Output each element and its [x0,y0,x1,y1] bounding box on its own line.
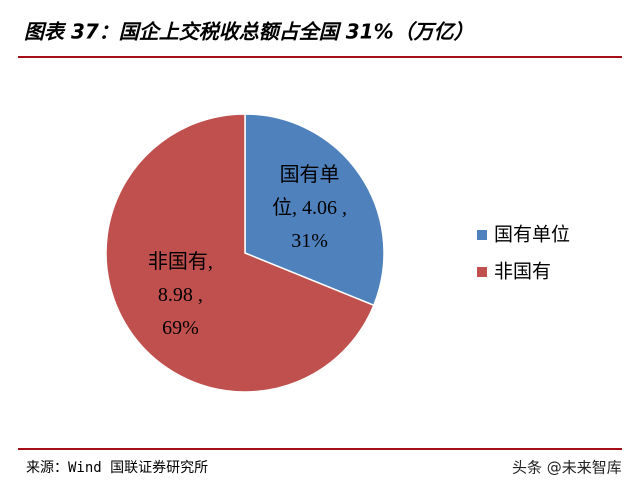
pie-slice [244,113,385,307]
legend-label: 国有单位 [494,224,570,246]
slice-label: 非国有, [148,250,213,273]
watermark: 头条 @未来智库 [512,459,622,477]
source: 来源：Wind 国联证券研究所 [26,460,208,476]
slice-label: 国有单 [280,163,340,186]
slice-label: 31% [291,230,328,252]
chart-title: 图表 37：国企上交税收总额占全国 31%（万亿） [24,20,474,44]
slice-label: 位, 4.06 , [272,196,347,219]
pie-slice [105,113,375,393]
legend-swatch [477,230,487,240]
slice-label: 69% [162,317,199,339]
legend-label: 非国有 [494,261,551,283]
slice-label: 8.98 , [158,284,203,306]
legend-swatch [477,267,487,277]
